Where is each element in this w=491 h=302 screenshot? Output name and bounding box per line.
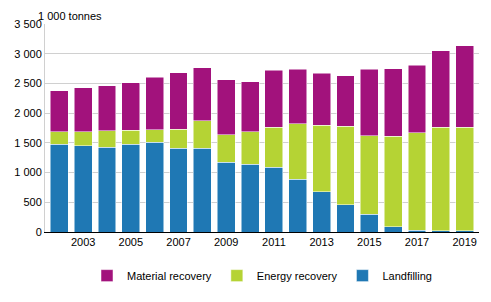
svg-text:2009: 2009 (214, 236, 238, 248)
svg-text:0: 0 (36, 226, 42, 238)
svg-text:3 500: 3 500 (14, 18, 42, 30)
svg-text:2013: 2013 (309, 236, 333, 248)
svg-text:2017: 2017 (405, 236, 429, 248)
svg-text:Material recovery: Material recovery (127, 270, 212, 282)
svg-text:2019: 2019 (452, 236, 476, 248)
svg-text:2015: 2015 (357, 236, 381, 248)
svg-text:2 000: 2 000 (14, 107, 42, 119)
svg-text:2011: 2011 (262, 236, 286, 248)
svg-text:Energy recovery: Energy recovery (257, 270, 338, 282)
svg-text:2 500: 2 500 (14, 77, 42, 89)
svg-text:2005: 2005 (119, 236, 143, 248)
svg-text:1 000 tonnes: 1 000 tonnes (38, 10, 102, 22)
svg-text:1 000: 1 000 (14, 166, 42, 178)
svg-text:1 500: 1 500 (14, 137, 42, 149)
svg-text:2003: 2003 (71, 236, 95, 248)
svg-text:500: 500 (23, 196, 41, 208)
svg-text:2007: 2007 (166, 236, 190, 248)
svg-text:3 000: 3 000 (14, 48, 42, 60)
svg-text:Landfilling: Landfilling (382, 270, 432, 282)
